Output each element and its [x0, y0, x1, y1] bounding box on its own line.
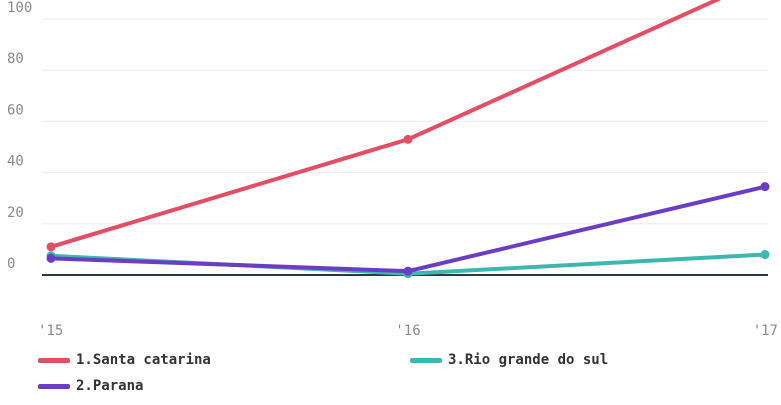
legend-swatch-rio-grande-do-sul [410, 357, 442, 363]
data-point-parana[interactable] [760, 182, 770, 192]
data-point-parana[interactable] [403, 266, 413, 276]
line-chart: 0 20 40 60 80 100 '15 '16 '17 [7, 0, 778, 339]
chart-legend: 1.Santa catarina 3.Rio grande do sul 2.P… [38, 352, 778, 402]
legend-item-parana[interactable]: 2.Parana [38, 378, 143, 394]
y-tick-label: 0 [7, 256, 15, 272]
legend-item-rio-grande-do-sul[interactable]: 3.Rio grande do sul [410, 352, 608, 368]
series-line-santa-catarina [49, 0, 722, 249]
legend-swatch-santa-catarina [38, 357, 70, 363]
legend-swatch-parana [38, 383, 70, 389]
legend-label-santa-catarina: 1.Santa catarina [76, 352, 211, 368]
y-tick-label: 40 [7, 154, 24, 170]
y-tick-label: 80 [7, 51, 24, 67]
data-point-rio-grande-do-sul[interactable] [760, 250, 770, 260]
x-tick-label: '17 [753, 323, 778, 339]
y-tick-label: 100 [7, 0, 32, 16]
data-point-santa-catarina[interactable] [403, 134, 413, 144]
y-tick-label: 20 [7, 205, 24, 221]
x-tick-label: '16 [395, 323, 420, 339]
legend-item-santa-catarina[interactable]: 1.Santa catarina [38, 352, 211, 368]
legend-label-rio-grande-do-sul: 3.Rio grande do sul [448, 352, 609, 368]
data-point-santa-catarina[interactable] [46, 242, 56, 252]
x-tick-label: '15 [38, 323, 63, 339]
y-tick-label: 60 [7, 102, 24, 118]
legend-label-parana: 2.Parana [76, 378, 144, 394]
data-point-parana[interactable] [46, 253, 56, 263]
